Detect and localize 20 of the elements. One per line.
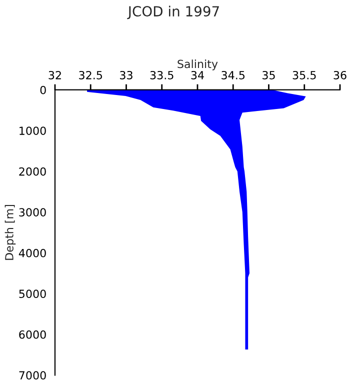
y-tick-label: 6000 — [19, 330, 46, 339]
x-tick-label: 34 — [191, 70, 204, 80]
x-tick-label: 33 — [120, 70, 132, 80]
x-axis-title: Salinity — [178, 60, 218, 70]
y-tick-label: 0 — [40, 86, 46, 94]
x-tick-label: 35 — [262, 70, 275, 80]
x-tick-label: 34.5 — [222, 70, 245, 80]
x-tick-label: 36 — [334, 70, 346, 80]
y-tick-label: 5000 — [19, 290, 46, 298]
x-tick-label: 32 — [48, 70, 61, 80]
x-tick-label: 33.5 — [150, 70, 174, 80]
y-tick-label: 1000 — [20, 126, 46, 135]
y-tick-label: 7000 — [19, 371, 46, 380]
chart-title: JCOD in 1997 — [127, 6, 219, 20]
y-tick-label: 4000 — [18, 248, 46, 258]
x-tick-label: 32.5 — [79, 70, 102, 80]
y-axis-title: Depth [m] — [4, 205, 16, 260]
y-tick-label: 2000 — [19, 167, 46, 176]
y-tick-label: 3000 — [19, 208, 46, 217]
x-tick-label: 35.5 — [292, 70, 316, 80]
